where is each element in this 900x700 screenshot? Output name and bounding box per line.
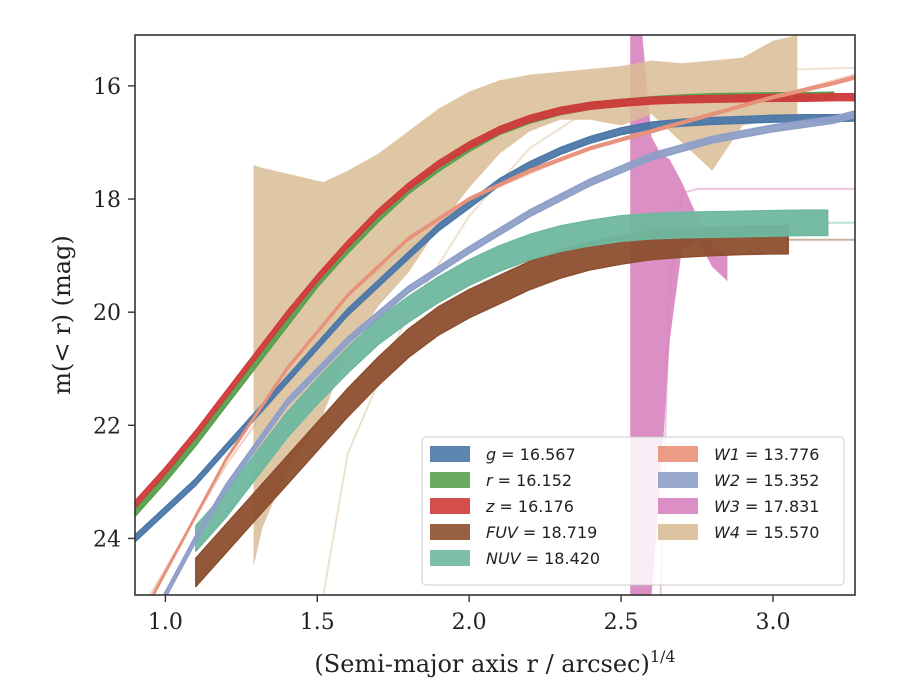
legend-label-w4: W4 = 15.570 [714,523,819,542]
legend-label-nuv: NUV = 18.420 [486,549,600,568]
legend-swatch-r [430,472,470,488]
x-tick-label: 1.0 [148,610,183,635]
y-axis-ticks: 16 18 20 22 24 [93,75,135,552]
legend-band-name: g [486,445,496,464]
legend-band-value: = 16.152 [498,471,572,490]
legend-swatch-w1 [658,446,698,462]
x-tick-label: 3.0 [755,610,790,635]
legend-swatch-nuv [430,550,470,566]
x-axis-ticks: 1.0 1.5 2.0 2.5 3.0 [148,595,790,635]
curve-w1 [151,75,855,595]
legend-swatch-fuv [430,524,470,540]
legend-band-name: W4 [714,523,740,542]
legend-band-value: = 16.176 [499,497,573,516]
legend-band-value: = 18.719 [523,523,597,542]
y-axis-label: m(< r) (mag) [48,235,76,394]
band-w4 [253,35,798,567]
y-tick-label: 22 [93,414,121,439]
x-tick-label: 2.0 [452,610,487,635]
legend-band-name: W1 [714,445,740,464]
legend-swatch-g [430,446,470,462]
legend-band-value: = 13.776 [745,445,819,464]
y-tick-label: 24 [93,527,121,552]
legend-label-w3: W3 = 17.831 [714,497,819,516]
legend-box [421,436,845,586]
legend-band-name: W2 [714,471,740,490]
x-tick-label: 1.5 [300,610,335,635]
x-axis-label-exponent: 1/4 [650,647,676,666]
legend-swatch-w4 [658,524,698,540]
y-tick-label: 16 [93,75,121,100]
x-axis-label: (Semi-major axis r / arcsec)1/4 [314,647,675,678]
curve-w2 [162,110,855,595]
legend-band-value: = 15.570 [745,523,819,542]
legend-band-value: = 17.831 [745,497,819,516]
legend-band-name: r [486,471,494,490]
curve-z [135,93,855,509]
legend-label-z: z = 16.176 [485,497,574,516]
legend-swatch-w2 [658,472,698,488]
legend-label-w1: W1 = 13.776 [714,445,819,464]
legend-band-name: W3 [714,497,740,516]
y-tick-label: 20 [93,301,121,326]
plot-frame [134,34,856,596]
legend-band-value: = 16.567 [501,445,575,464]
legend-label-g: g = 16.567 [486,445,576,464]
y-tick-label: 18 [93,188,121,213]
legend-band-value: = 18.420 [526,549,600,568]
legend-band-value: = 15.352 [745,471,819,490]
series-lines [135,75,855,595]
legend-swatch-w3 [658,498,698,514]
curve-g [135,113,855,543]
curve-fuv [195,224,789,588]
x-tick-label: 2.5 [604,610,639,635]
legend-swatch-z [430,498,470,514]
legend-band-name: FUV [486,523,519,542]
curve-nuv [195,209,829,552]
legend-band-name: z [485,497,495,516]
legend-label-r: r = 16.152 [486,471,572,490]
legend-label-w2: W2 = 15.352 [714,471,819,490]
legend-band-name: NUV [486,549,522,568]
legend-label-fuv: FUV = 18.719 [486,523,597,542]
